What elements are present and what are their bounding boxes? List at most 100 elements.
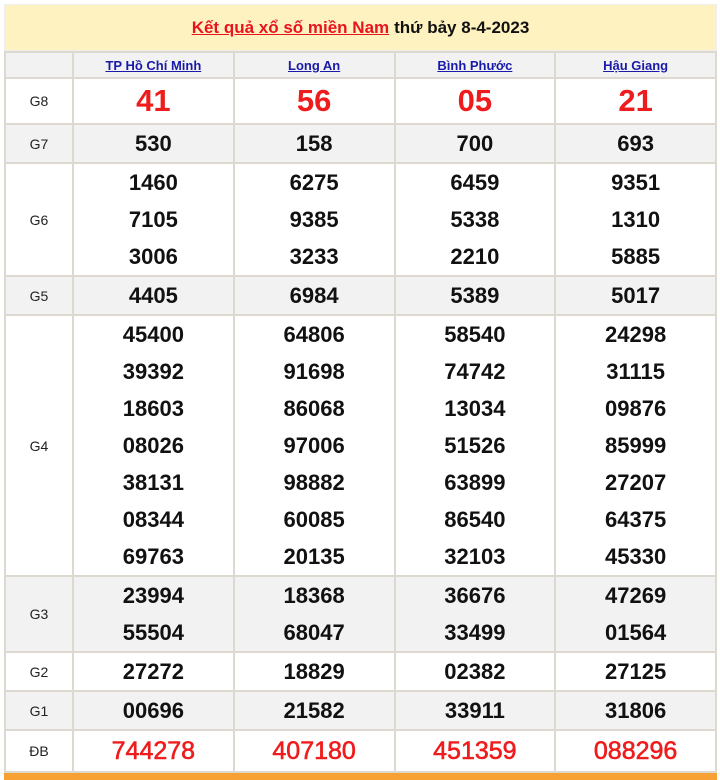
- prize-number: 47269: [605, 583, 667, 608]
- prize-number: 18603: [122, 396, 184, 421]
- prize-number: 45330: [605, 544, 667, 569]
- prize-number: 69763: [122, 544, 184, 569]
- prize-label: ĐB: [4, 729, 74, 773]
- prize-number: 51526: [444, 433, 506, 458]
- prize-cell: 9351 1310 5885: [554, 162, 717, 277]
- prize-number: 693: [617, 131, 654, 156]
- prize-number: 158: [295, 131, 333, 156]
- prize-cell: 18829: [232, 651, 396, 692]
- province-header: TP Hồ Chí Minh: [72, 51, 235, 79]
- prize-label: G4: [4, 314, 74, 577]
- prize-cell: 5017: [554, 275, 717, 316]
- prize-cell: 36676 33499: [393, 575, 557, 653]
- prize-number: 32103: [444, 544, 506, 569]
- prize-number: 3233: [289, 244, 339, 269]
- prize-cell: 088296: [554, 729, 717, 773]
- province-link[interactable]: Long An: [288, 57, 341, 73]
- prize-number: 700: [456, 131, 494, 156]
- prize-cell: 1460 7105 3006: [72, 162, 235, 277]
- province-link[interactable]: Hậu Giang: [603, 57, 669, 73]
- prize-number: 63899: [444, 470, 506, 495]
- prize-number: 5338: [450, 207, 500, 232]
- prize-row-g8: G8 41 56 05 21: [4, 77, 717, 125]
- prize-row-g4: G4 45400 39392 18603 08026 38131 08344 69763 648…: [4, 314, 717, 577]
- prize-number: 24298: [605, 322, 667, 347]
- prize-number: 6984: [289, 283, 339, 308]
- prize-number: 21: [618, 83, 653, 118]
- prize-cell: 700: [393, 123, 557, 164]
- prize-number: 9385: [289, 207, 339, 232]
- prize-cell: 451359: [393, 729, 557, 773]
- prize-number: 3006: [128, 244, 178, 269]
- title-link[interactable]: Kết quả xổ số miền Nam: [191, 17, 390, 37]
- prize-number: 744278: [111, 737, 196, 766]
- prize-cell: 05: [393, 77, 557, 125]
- prize-cell: 27272: [72, 651, 235, 692]
- prize-number: 45400: [122, 322, 184, 347]
- prize-number: 6275: [289, 170, 339, 195]
- prize-number: 5885: [611, 244, 661, 269]
- prize-number: 41: [136, 83, 171, 118]
- prize-cell: 41: [72, 77, 235, 125]
- prize-number: 00696: [122, 698, 184, 723]
- prize-label: G7: [4, 123, 74, 164]
- prize-number: 36676: [444, 583, 506, 608]
- prize-number: 13034: [444, 396, 506, 421]
- prize-cell: 56: [232, 77, 396, 125]
- title-date: thứ bảy 8-4-2023: [394, 17, 530, 37]
- province-link[interactable]: TP Hồ Chí Minh: [105, 57, 202, 73]
- header-blank: [4, 51, 74, 79]
- prize-number: 1460: [128, 170, 178, 195]
- prize-cell: 530: [72, 123, 235, 164]
- prize-row-g1: G1 00696 21582 33911 31806: [4, 690, 717, 731]
- prize-row-g3: G3 23994 55504 18368 68047 36676 33499 47269 015…: [4, 575, 717, 653]
- prize-label: G6: [4, 162, 74, 277]
- prize-row-đb: ĐB 744278 407180 451359 088296: [4, 729, 717, 773]
- prize-number: 5017: [611, 283, 661, 308]
- prize-number: 33911: [444, 698, 505, 723]
- prize-number: 01564: [605, 620, 667, 645]
- prize-cell: 4405: [72, 275, 235, 316]
- prize-cell: 58540 74742 13034 51526 63899 86540 32103: [393, 314, 557, 577]
- prize-cell: 47269 01564: [554, 575, 717, 653]
- prize-cell: 693: [554, 123, 717, 164]
- prize-number: 2210: [450, 244, 500, 269]
- prize-number: 02382: [444, 659, 506, 684]
- prize-number: 86068: [283, 396, 345, 421]
- prize-label: G5: [4, 275, 74, 316]
- prize-number: 55504: [122, 620, 184, 645]
- prize-cell: 21582: [232, 690, 396, 731]
- prize-cell: 158: [232, 123, 396, 164]
- prize-number: 4405: [128, 283, 178, 308]
- prize-number: 64375: [605, 507, 667, 532]
- prize-number: 74742: [444, 359, 506, 384]
- prize-cell: 407180: [232, 729, 396, 773]
- prize-number: 38131: [122, 470, 184, 495]
- prize-cell: 5389: [393, 275, 557, 316]
- prize-label: G2: [4, 651, 74, 692]
- prize-cell: 31806: [554, 690, 717, 731]
- prize-label: G3: [4, 575, 74, 653]
- prize-number: 21582: [283, 698, 345, 723]
- prize-cell: 45400 39392 18603 08026 38131 08344 69763: [72, 314, 235, 577]
- province-link[interactable]: Bình Phước: [437, 57, 513, 73]
- prize-number: 05: [457, 83, 493, 118]
- prize-cell: 18368 68047: [232, 575, 396, 653]
- prize-label: G1: [4, 690, 74, 731]
- prize-number: 5389: [450, 283, 500, 308]
- prize-number: 68047: [283, 620, 345, 645]
- prize-cell: 00696: [72, 690, 235, 731]
- prize-number: 6459: [450, 170, 500, 195]
- prize-cell: 6275 9385 3233: [232, 162, 396, 277]
- prize-number: 56: [296, 83, 332, 118]
- prize-number: 97006: [283, 433, 345, 458]
- prize-cell: 33911: [393, 690, 557, 731]
- prize-number: 60085: [283, 507, 345, 532]
- province-header: Bình Phước: [393, 51, 557, 79]
- prize-cell: 6984: [232, 275, 396, 316]
- province-header: Long An: [232, 51, 396, 79]
- prize-number: 27207: [605, 470, 667, 495]
- prize-cell: 23994 55504: [72, 575, 235, 653]
- prize-number: 27272: [122, 659, 184, 684]
- prize-number: 64806: [283, 322, 345, 347]
